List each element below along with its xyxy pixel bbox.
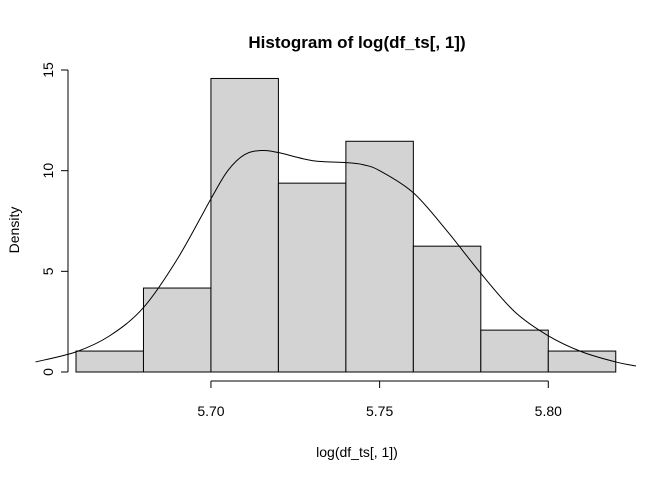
y-tick-label: 15 <box>40 62 56 78</box>
x-tick-label: 5.80 <box>535 403 562 419</box>
x-axis-label: log(df_ts[, 1]) <box>316 444 398 460</box>
histogram-bar-6 <box>412 245 482 373</box>
histogram-bar-7 <box>480 329 549 373</box>
x-tick-label: 5.70 <box>197 403 224 419</box>
x-axis: 5.70 5.75 5.80 <box>197 380 562 419</box>
chart-title: Histogram of log(df_ts[, 1]) <box>248 33 465 52</box>
histogram-bar-2 <box>142 287 212 373</box>
density-curve <box>35 149 637 367</box>
histogram-bars <box>75 77 617 373</box>
y-tick-label: 10 <box>40 163 56 179</box>
y-axis: 0 5 10 15 <box>40 62 69 376</box>
y-tick-label: 5 <box>40 267 56 275</box>
y-tick-label: 0 <box>40 368 56 376</box>
histogram-bar-3 <box>210 77 279 373</box>
histogram-bar-8 <box>547 350 617 373</box>
y-axis-label: Density <box>6 207 22 254</box>
histogram-bar-5 <box>345 140 414 373</box>
histogram-bar-1 <box>75 350 144 373</box>
histogram-bar-4 <box>277 182 347 373</box>
x-tick-label: 5.75 <box>366 403 393 419</box>
